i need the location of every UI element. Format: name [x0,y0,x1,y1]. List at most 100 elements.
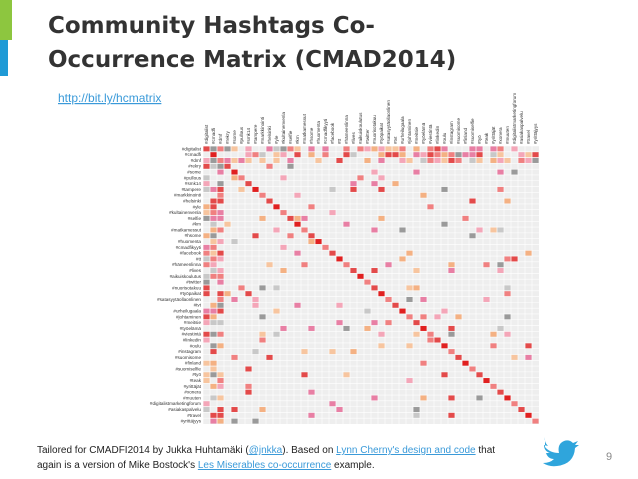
cell [217,383,224,389]
cell [217,279,224,285]
cell [259,314,266,320]
cell [385,262,392,268]
cell [203,210,210,216]
column-label: #selfie [288,130,293,144]
cell [210,250,217,256]
cell [420,325,427,331]
cell [476,152,483,158]
cell [322,244,329,250]
cell [385,152,392,158]
cell [469,233,476,239]
cell [308,412,315,418]
column-label: #lives [351,132,356,144]
cell [217,268,224,274]
cell [420,157,427,163]
cell [217,372,224,378]
cell [280,325,287,331]
cell [448,262,455,268]
row-label: #satasyytäollaonlinen [157,297,201,302]
cell [434,314,441,320]
cell [497,169,504,175]
cell [203,146,210,152]
cell [245,383,252,389]
cell [469,146,476,152]
cell [210,412,217,418]
cell [203,262,210,268]
cell [210,268,217,274]
cell [217,291,224,297]
cell [532,152,539,158]
row-label: #tampere [182,187,202,192]
column-label: #yle [274,135,279,144]
cell [343,221,350,227]
link[interactable]: @jnkka [249,445,283,456]
cell [329,186,336,192]
cell [245,146,252,152]
cell [210,256,217,262]
cell [210,418,217,424]
column-label: #työelämä [421,122,426,144]
cell [399,157,406,163]
cell [294,221,301,227]
cell [490,157,497,163]
cell [490,152,497,158]
cell [203,401,210,407]
row-label: #facebook [180,251,202,256]
cell [217,412,224,418]
row-label: #nuorisotakuu [172,285,201,290]
cell [378,146,385,152]
cell [203,331,210,337]
row-label: #pullous [184,175,202,180]
cell [266,146,273,152]
cell [350,181,357,187]
cell [231,354,238,360]
cell [371,268,378,274]
cell [532,418,539,424]
row-label: #twitter [186,280,201,285]
cell [476,227,483,233]
cell [273,227,280,233]
cell [231,169,238,175]
title: Occurrence Matrix (CMAD2014) [48,47,456,73]
cell [525,250,532,256]
cell [441,152,448,158]
row-label: #teak [190,378,202,383]
cell [371,169,378,175]
link[interactable]: Les Miserables co-occurrence [198,460,332,471]
column-label: #kultainenvenla [281,112,286,144]
cell [203,204,210,210]
cell [462,215,469,221]
row-label: #digitalist [182,146,202,151]
cell [217,343,224,349]
cell [203,157,210,163]
cell [525,412,532,418]
cell [343,152,350,158]
cell [441,308,448,314]
column-label: #facebook [330,122,335,144]
column-label: #rekry [225,131,230,144]
cell [371,320,378,326]
cell [378,331,385,337]
cell [329,210,336,216]
column-label: #työ [477,135,482,144]
row-label: #työ [192,372,201,377]
row-label: #km [192,222,201,227]
cell [294,250,301,256]
link[interactable]: http://bit.ly/hcmatrix [58,91,161,105]
row-label: #hämeenlinna [172,262,201,267]
cell [406,250,413,256]
cell [427,337,434,343]
cell [280,175,287,181]
cell [273,331,280,337]
cell [392,302,399,308]
cell [217,418,224,424]
cell [217,395,224,401]
cell [266,163,273,169]
cell [252,296,259,302]
link[interactable]: Lynn Cherny's design and code [336,445,476,456]
cell [231,418,238,424]
cell [203,279,210,285]
cell [392,146,399,152]
page-number: 9 [606,451,612,463]
row-label: #oulu [190,343,202,348]
